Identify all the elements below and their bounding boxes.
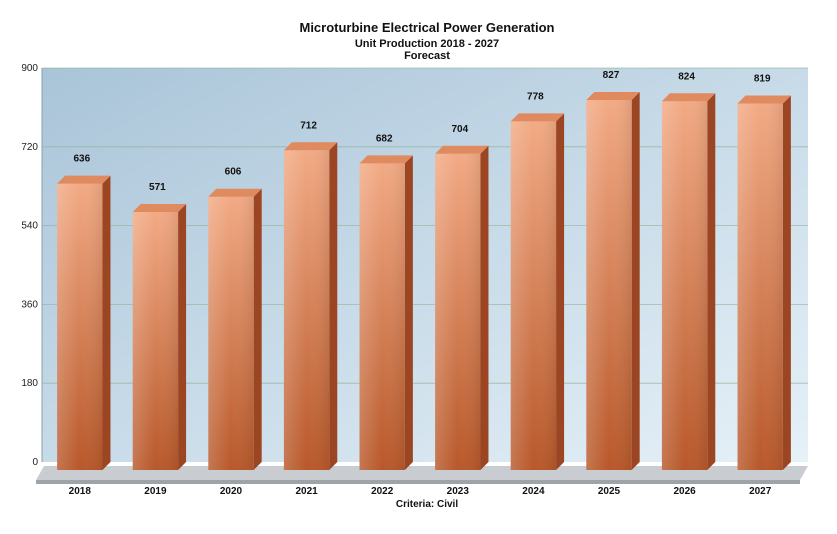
bar-2019: 571: [132, 182, 187, 471]
bar-2024: 778: [510, 91, 565, 471]
data-label: 636: [73, 154, 90, 165]
bar-2026: 824: [661, 71, 716, 470]
x-tick-label: 2024: [522, 486, 545, 497]
bar-top: [132, 204, 187, 213]
x-axis-label: Criteria: Civil: [396, 499, 458, 510]
bar-side: [178, 204, 187, 471]
x-axis-ticks: 2018 2019 2020 2021 2022 2023 2024 2025 2026 2027: [69, 486, 772, 497]
bar-shade: [132, 212, 179, 471]
data-label: 778: [527, 91, 544, 102]
bar-top: [57, 175, 111, 184]
data-label: 682: [376, 133, 393, 144]
x-tick-label: 2023: [447, 486, 470, 497]
data-label: 712: [300, 120, 317, 131]
bar-side: [480, 145, 489, 470]
data-label: 704: [451, 124, 468, 135]
x-tick-label: 2025: [598, 486, 621, 497]
bar-2027: 819: [737, 73, 791, 471]
bar-top: [661, 93, 716, 102]
bar-shade: [283, 150, 330, 470]
bar-shade: [359, 163, 405, 471]
bar-side: [102, 175, 111, 470]
bar-shade: [57, 183, 103, 470]
y-tick-label: 720: [21, 142, 38, 153]
bar-side: [556, 113, 565, 471]
data-label: 824: [678, 71, 695, 82]
y-tick-label: 180: [21, 378, 38, 389]
bars: 636 571 606 712 682 704 778 827 824 819: [57, 70, 791, 471]
x-tick-label: 2019: [144, 486, 167, 497]
bar-side: [329, 142, 338, 470]
bar-top: [208, 188, 262, 197]
bar-shade: [435, 153, 481, 470]
x-tick-label: 2027: [749, 486, 772, 497]
bar-2020: 606: [208, 167, 262, 470]
bar-shade: [510, 121, 557, 471]
chart-title: Microturbine Electrical Power Generation: [299, 20, 554, 35]
bar-top: [283, 142, 338, 151]
chart-subtitle-forecast: Forecast: [404, 50, 450, 62]
bar-shade: [586, 99, 632, 471]
bar-top: [737, 95, 791, 104]
data-label: 606: [225, 167, 242, 178]
y-axis-ticks: 0 180 360 540 720 900: [21, 63, 38, 468]
bar-2025: 827: [586, 70, 640, 471]
bar-side: [631, 91, 640, 471]
bar-2018: 636: [57, 154, 111, 470]
bar-side: [253, 188, 262, 470]
bar-top: [510, 113, 565, 122]
bar-2022: 682: [359, 133, 413, 471]
y-tick-label: 360: [21, 299, 38, 310]
x-tick-label: 2021: [295, 486, 318, 497]
data-label: 571: [149, 182, 166, 193]
x-tick-label: 2022: [371, 486, 394, 497]
y-tick-label: 540: [21, 221, 38, 232]
bar-side: [404, 155, 413, 471]
x-tick-label: 2018: [69, 486, 92, 497]
bar-side: [707, 93, 716, 470]
bar-shade: [208, 196, 254, 470]
y-tick-label: 900: [21, 63, 38, 74]
chart-subtitle: Unit Production 2018 - 2027: [355, 38, 499, 50]
bar-shade: [737, 103, 783, 471]
floor-front: [36, 480, 800, 484]
bar-2023: 704: [435, 124, 489, 470]
bar-top: [359, 155, 413, 164]
data-label: 827: [603, 70, 620, 81]
bar-top: [435, 145, 489, 154]
y-tick-label: 0: [32, 457, 38, 468]
bar-shade: [661, 101, 708, 470]
data-label: 819: [754, 73, 771, 84]
bar-top: [586, 91, 640, 100]
x-tick-label: 2020: [220, 486, 243, 497]
bar-2021: 712: [283, 120, 338, 470]
x-tick-label: 2026: [673, 486, 696, 497]
bar-side: [782, 95, 791, 471]
